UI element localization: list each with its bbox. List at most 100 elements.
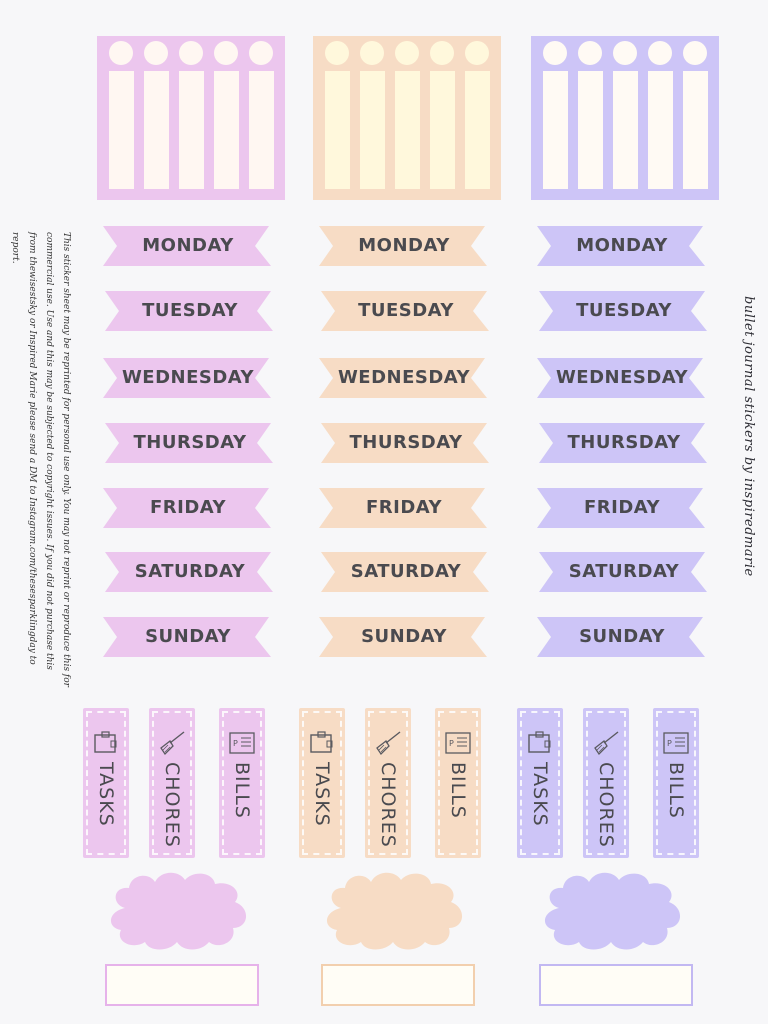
- day-banner-sunday[interactable]: SUNDAY: [319, 615, 489, 659]
- day-banner-tuesday[interactable]: TUESDAY: [539, 289, 709, 333]
- habit-tracker-sticker[interactable]: [531, 36, 719, 200]
- dashed-border: [86, 711, 126, 855]
- dashed-border: [302, 711, 342, 855]
- broom-icon: [157, 730, 187, 756]
- tracker-slot: [648, 41, 673, 189]
- bill-icon: P: [227, 730, 257, 756]
- day-banner-friday[interactable]: FRIDAY: [103, 486, 273, 530]
- tracker-dot: [360, 41, 384, 65]
- tracker-bar: [325, 71, 350, 189]
- tracker-slot: [214, 41, 239, 189]
- tab-label: BILLS: [447, 762, 469, 819]
- banner-shape: [539, 423, 707, 463]
- day-label: MONDAY: [142, 235, 234, 256]
- day-banner-sunday[interactable]: SUNDAY: [103, 615, 273, 659]
- tab-sticker-tasks[interactable]: TASKS: [83, 708, 129, 858]
- banner-shape: [103, 488, 271, 528]
- tracker-bar: [430, 71, 455, 189]
- broom-icon: [591, 730, 621, 756]
- tracker-dot: [683, 41, 707, 65]
- day-label: TUESDAY: [358, 300, 454, 321]
- banner-shape: [321, 423, 489, 463]
- tracker-dot: [648, 41, 672, 65]
- banner-shape: [105, 423, 273, 463]
- tracker-slot: [109, 41, 134, 189]
- day-banner-friday[interactable]: FRIDAY: [537, 486, 707, 530]
- day-label: THURSDAY: [567, 432, 681, 453]
- dashed-border: [152, 711, 192, 855]
- habit-tracker-sticker[interactable]: [313, 36, 501, 200]
- sheet-title: bullet journal stickers by inspiredmarie: [741, 296, 756, 577]
- tracker-bar: [360, 71, 385, 189]
- day-label: WEDNESDAY: [121, 367, 255, 388]
- day-banner-thursday[interactable]: THURSDAY: [321, 421, 491, 465]
- day-label: FRIDAY: [365, 497, 443, 518]
- day-label: SUNDAY: [145, 626, 231, 647]
- tracker-dot: [144, 41, 168, 65]
- banner-shape: [537, 226, 705, 266]
- tab-sticker-bills[interactable]: P BILLS: [219, 708, 265, 858]
- day-banner-monday[interactable]: MONDAY: [319, 224, 489, 268]
- day-banner-sunday[interactable]: SUNDAY: [537, 615, 707, 659]
- tab-sticker-chores[interactable]: CHORES: [149, 708, 195, 858]
- day-label: SUNDAY: [579, 626, 665, 647]
- cloud-sticker[interactable]: [105, 868, 253, 950]
- tab-label: TASKS: [95, 762, 117, 827]
- dashed-border: [222, 711, 262, 855]
- tracker-bar: [543, 71, 568, 189]
- banner-shape: [539, 552, 707, 592]
- day-banner-saturday[interactable]: SATURDAY: [539, 550, 709, 594]
- cloud-sticker[interactable]: [539, 868, 687, 950]
- tracker-bar: [578, 71, 603, 189]
- tracker-slot: [325, 41, 350, 189]
- banner-shape: [103, 358, 271, 398]
- habit-tracker-sticker[interactable]: [97, 36, 285, 200]
- day-banner-tuesday[interactable]: TUESDAY: [105, 289, 275, 333]
- tracker-bar: [395, 71, 420, 189]
- tracker-slot: [683, 41, 708, 189]
- blank-label-sticker[interactable]: [321, 964, 475, 1006]
- banner-shape: [103, 226, 271, 266]
- tracker-dot: [179, 41, 203, 65]
- day-banner-thursday[interactable]: THURSDAY: [105, 421, 275, 465]
- banner-shape: [319, 488, 487, 528]
- svg-text:P: P: [233, 739, 238, 748]
- dashed-border: [586, 711, 626, 855]
- tracker-bar: [179, 71, 204, 189]
- tab-label: CHORES: [161, 762, 183, 848]
- day-banner-wednesday[interactable]: WEDNESDAY: [319, 356, 489, 400]
- day-label: MONDAY: [576, 235, 668, 256]
- day-banner-monday[interactable]: MONDAY: [103, 224, 273, 268]
- sticker-column-pink: MONDAY TUESDAY WEDNESDAY THURSDAY FRIDAY SATU…: [83, 0, 297, 1024]
- day-banner-friday[interactable]: FRIDAY: [319, 486, 489, 530]
- tab-label: BILLS: [665, 762, 687, 819]
- tab-sticker-tasks[interactable]: TASKS: [299, 708, 345, 858]
- day-label: SATURDAY: [568, 561, 680, 582]
- tab-label: CHORES: [595, 762, 617, 848]
- bill-icon: P: [661, 730, 691, 756]
- blank-label-sticker[interactable]: [105, 964, 259, 1006]
- cloud-sticker[interactable]: [321, 868, 469, 950]
- tracker-bar: [648, 71, 673, 189]
- dashed-border: [520, 711, 560, 855]
- day-banner-thursday[interactable]: THURSDAY: [539, 421, 709, 465]
- day-banner-monday[interactable]: MONDAY: [537, 224, 707, 268]
- tab-sticker-bills[interactable]: P BILLS: [653, 708, 699, 858]
- sticker-column-lavender: MONDAY TUESDAY WEDNESDAY THURSDAY FRIDAY SATU…: [517, 0, 731, 1024]
- day-banner-saturday[interactable]: SATURDAY: [105, 550, 275, 594]
- day-banner-saturday[interactable]: SATURDAY: [321, 550, 491, 594]
- day-banner-wednesday[interactable]: WEDNESDAY: [103, 356, 273, 400]
- day-label: TUESDAY: [142, 300, 238, 321]
- tracker-slot: [578, 41, 603, 189]
- tab-sticker-tasks[interactable]: TASKS: [517, 708, 563, 858]
- tab-sticker-chores[interactable]: CHORES: [583, 708, 629, 858]
- tab-sticker-bills[interactable]: P BILLS: [435, 708, 481, 858]
- tracker-slot: [249, 41, 274, 189]
- blank-label-sticker[interactable]: [539, 964, 693, 1006]
- tab-sticker-chores[interactable]: CHORES: [365, 708, 411, 858]
- banner-shape: [539, 291, 707, 331]
- day-banner-tuesday[interactable]: TUESDAY: [321, 289, 491, 333]
- day-banner-wednesday[interactable]: WEDNESDAY: [537, 356, 707, 400]
- tracker-dot: [465, 41, 489, 65]
- dashed-border: [438, 711, 478, 855]
